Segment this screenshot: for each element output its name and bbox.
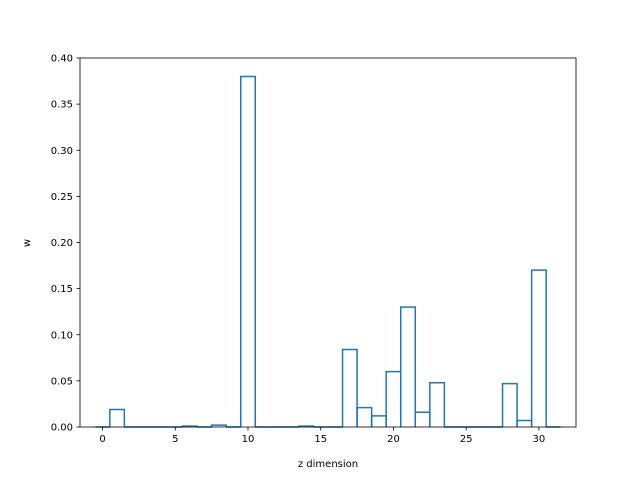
histogram-bin bbox=[530, 269, 547, 427]
y-tick-label: 0.05 bbox=[51, 376, 73, 387]
histogram-bin bbox=[239, 75, 257, 427]
y-axis: 0.00 0.05 0.10 0.15 0.20 0.25 0.30 0.35 0.40 bbox=[51, 54, 80, 434]
x-tick-label: 30 bbox=[533, 434, 546, 445]
x-axis-label: z dimension bbox=[298, 459, 358, 470]
y-tick-label: 0.30 bbox=[51, 146, 73, 157]
histogram-bin bbox=[341, 348, 358, 427]
y-tick-label: 0.10 bbox=[51, 330, 73, 341]
y-axis-label: w bbox=[22, 239, 33, 247]
y-tick-label: 0.25 bbox=[51, 192, 73, 203]
y-tick-label: 0.15 bbox=[51, 284, 73, 295]
histogram-bin bbox=[109, 408, 126, 427]
x-tick-label: 5 bbox=[172, 434, 178, 445]
x-tick-label: 25 bbox=[460, 434, 473, 445]
x-axis: 0 5 10 15 20 25 30 bbox=[99, 427, 545, 445]
histogram-bin bbox=[429, 381, 446, 427]
x-tick-label: 0 bbox=[99, 434, 105, 445]
histogram-bin bbox=[210, 424, 227, 427]
y-tick-label: 0.20 bbox=[51, 238, 73, 249]
x-tick-label: 10 bbox=[242, 434, 255, 445]
y-tick-label: 0.35 bbox=[51, 100, 73, 111]
y-tick-label: 0.00 bbox=[51, 423, 73, 434]
histogram-bin bbox=[399, 306, 417, 427]
histogram-bin bbox=[501, 382, 518, 427]
x-tick-label: 15 bbox=[314, 434, 327, 445]
y-tick-label: 0.40 bbox=[51, 54, 73, 65]
x-tick-label: 20 bbox=[387, 434, 400, 445]
